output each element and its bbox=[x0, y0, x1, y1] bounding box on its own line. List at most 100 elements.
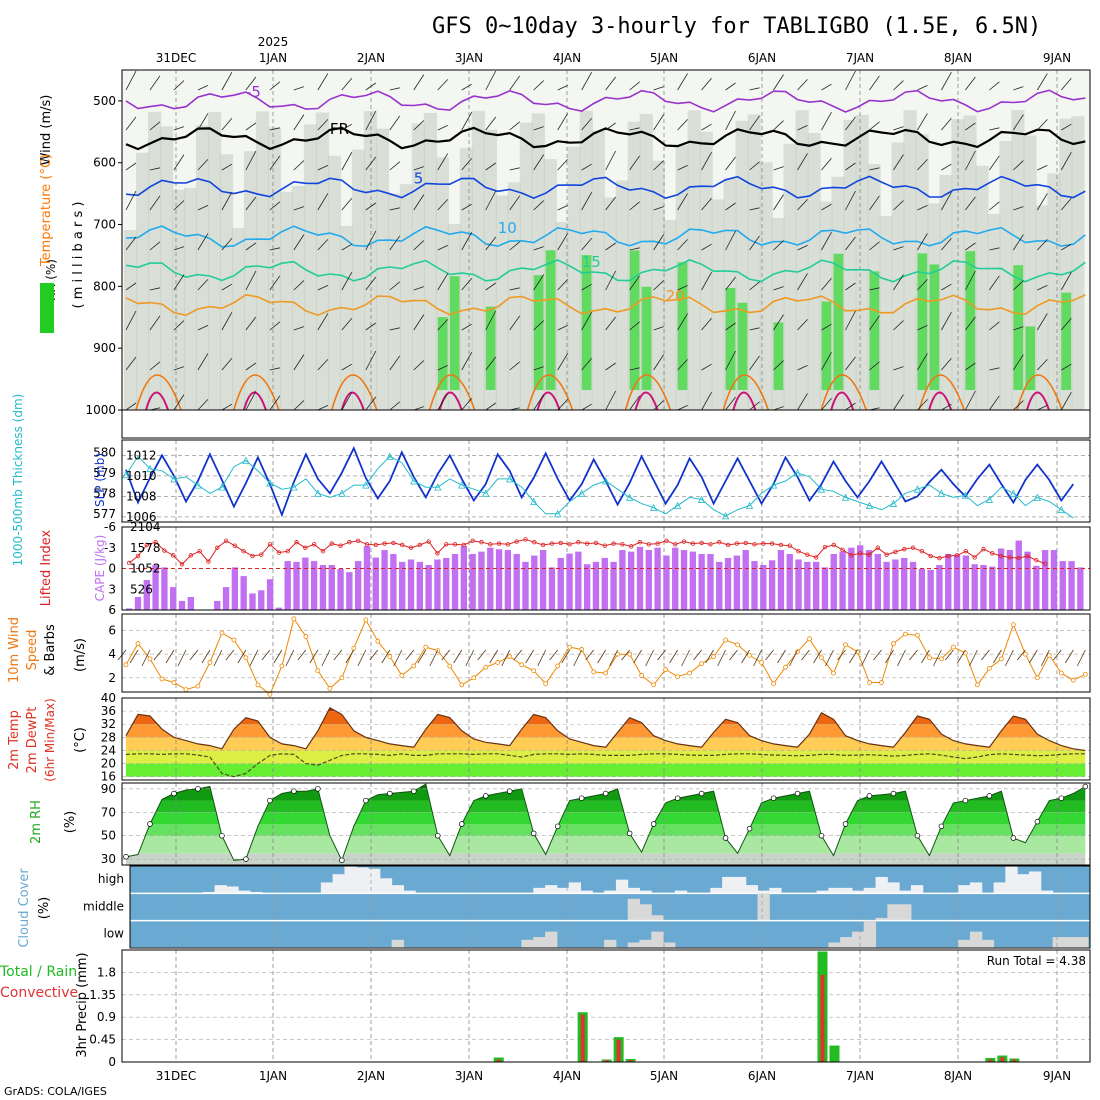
cloud-bar-high bbox=[332, 874, 345, 894]
wind-barb bbox=[293, 160, 305, 171]
thickness-tick: 578 bbox=[93, 486, 116, 500]
li-point bbox=[954, 553, 960, 558]
wind-point bbox=[135, 641, 141, 646]
wind-barb bbox=[725, 350, 736, 371]
isotherm-warm bbox=[722, 374, 770, 411]
wind-barb bbox=[629, 155, 640, 171]
wind-point bbox=[495, 660, 501, 665]
li-point bbox=[734, 541, 740, 546]
wind-barb bbox=[125, 310, 137, 331]
wind-barb bbox=[677, 165, 688, 171]
wind-barb bbox=[365, 350, 377, 371]
thickness-point bbox=[506, 475, 514, 483]
wind-barb bbox=[461, 203, 472, 211]
wind-barb-10m bbox=[561, 649, 571, 664]
rh-point bbox=[339, 857, 345, 864]
wind-barb-10m bbox=[549, 649, 559, 661]
wind-barb bbox=[557, 233, 569, 251]
wind-barb bbox=[197, 325, 209, 331]
wind-barb bbox=[293, 280, 305, 291]
rh-point bbox=[387, 790, 393, 797]
date-label-top: 9JAN bbox=[1043, 51, 1071, 65]
cloud-row-label: high bbox=[98, 872, 124, 886]
wind-barb-10m bbox=[1053, 649, 1062, 661]
wind-barb bbox=[821, 83, 832, 91]
rh-shade-wet bbox=[965, 251, 976, 390]
wind-point bbox=[891, 641, 896, 646]
wind-barb-10m bbox=[393, 649, 403, 667]
wind-barb bbox=[1037, 405, 1048, 411]
wind-barb bbox=[629, 321, 640, 331]
rh-point bbox=[890, 790, 897, 797]
cape-bar bbox=[416, 561, 423, 610]
li-point bbox=[752, 542, 757, 547]
wind-barb bbox=[989, 81, 1000, 91]
thickness-point bbox=[122, 470, 130, 479]
wind-barb bbox=[941, 312, 952, 331]
wind-barb bbox=[845, 162, 856, 171]
wind-point bbox=[675, 674, 681, 680]
thickness-tick: 579 bbox=[93, 466, 116, 480]
thickness-point bbox=[146, 464, 154, 473]
wind-barb bbox=[389, 115, 401, 131]
wind-barb bbox=[293, 326, 305, 331]
wind-barb-10m bbox=[453, 649, 463, 664]
wind-barb bbox=[269, 201, 281, 211]
rh-shade bbox=[363, 111, 378, 410]
wind-barb-10m bbox=[1040, 649, 1050, 667]
wind-barb bbox=[293, 234, 305, 251]
thickness-point bbox=[913, 485, 922, 493]
cape-bar bbox=[487, 547, 494, 610]
wind-barb bbox=[245, 150, 257, 171]
wind-barb bbox=[485, 356, 497, 371]
li-point bbox=[813, 555, 819, 560]
rh-point bbox=[866, 793, 873, 799]
cloud-bar-low bbox=[851, 931, 865, 948]
rh-shade-wet bbox=[1013, 265, 1024, 390]
date-label-top: 7JAN bbox=[846, 51, 874, 65]
li-point bbox=[452, 542, 458, 547]
wind-barb bbox=[293, 114, 305, 131]
wind-barb bbox=[653, 280, 664, 291]
wind-barb bbox=[605, 196, 616, 211]
cape-bar bbox=[927, 569, 934, 610]
cape-bar bbox=[716, 561, 723, 610]
wind-barb-10m bbox=[381, 649, 391, 664]
cape-bar bbox=[724, 557, 732, 610]
cape-bar bbox=[214, 600, 221, 610]
wind-barb bbox=[413, 360, 425, 371]
wind-barb-10m bbox=[969, 649, 978, 667]
wind-barb-10m bbox=[993, 649, 1002, 664]
rh-shade bbox=[195, 125, 210, 411]
cape-bar bbox=[275, 607, 283, 610]
isotherm-warm bbox=[820, 374, 867, 411]
rh-point bbox=[219, 832, 225, 839]
cape-bar bbox=[443, 557, 450, 610]
wind-tick: 6 bbox=[108, 624, 116, 638]
li-point bbox=[919, 549, 925, 554]
cape-bar bbox=[575, 551, 582, 610]
thickness-point bbox=[985, 495, 994, 503]
wind-barb bbox=[701, 197, 712, 211]
wind-barb bbox=[893, 274, 904, 291]
rh-point bbox=[195, 786, 201, 792]
li-point bbox=[972, 555, 977, 560]
wind-barb bbox=[173, 320, 185, 331]
isotherm-warm bbox=[331, 374, 378, 411]
pressure-tick: 600 bbox=[93, 156, 116, 170]
thickness-tick: 580 bbox=[93, 445, 116, 459]
wind-point bbox=[519, 662, 525, 668]
wind-tick: 2 bbox=[108, 671, 116, 685]
rh-shade bbox=[1035, 205, 1049, 410]
wind-barb bbox=[749, 235, 760, 251]
cape-bar bbox=[266, 579, 274, 610]
wind-barb bbox=[221, 312, 233, 331]
cloud-row-label: middle bbox=[83, 899, 124, 913]
cloud-bar-low bbox=[1064, 937, 1077, 948]
wind-barb bbox=[1013, 326, 1024, 331]
wind-point bbox=[171, 680, 177, 685]
wind-barb bbox=[197, 159, 209, 171]
precip-panel-bg bbox=[122, 950, 1090, 1062]
cloud-bar-high bbox=[320, 882, 334, 894]
cloud-bar-high bbox=[769, 887, 782, 894]
